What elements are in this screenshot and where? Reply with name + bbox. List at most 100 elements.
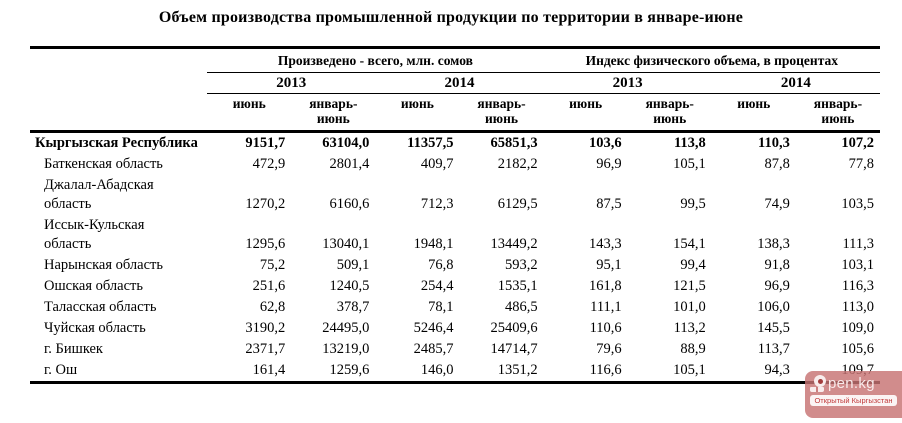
period-header: январь- июнь <box>291 93 376 133</box>
value-cell: 77,8 <box>848 156 874 172</box>
page-title: Объем производства промышленной продукци… <box>158 9 744 26</box>
row-label: Ошская область <box>44 278 143 294</box>
value-cell: 87,5 <box>596 196 622 212</box>
value-cell: 91,8 <box>764 257 790 273</box>
value-cell: 1351,2 <box>459 360 544 384</box>
value-cell: 111,1 <box>590 299 622 315</box>
open-kg-logo-icon <box>810 375 828 393</box>
watermark-caption: Открытый Кыргызстан <box>810 395 897 406</box>
value-cell: 87,8 <box>764 156 790 172</box>
value-cell: 113,8 <box>673 135 706 151</box>
value-cell: 103,1 <box>841 257 874 273</box>
group-header-produced: Произведено - всего, млн. сомов <box>207 46 544 73</box>
empty-cell <box>30 73 207 94</box>
period-header: июнь <box>711 93 796 133</box>
value-cell: 14714,7 <box>490 341 538 357</box>
row-label: Таласская область <box>44 299 157 315</box>
reader-head-dot-icon <box>818 379 823 384</box>
value-cell: 154,1 <box>673 236 706 252</box>
value-cell: 96,9 <box>764 278 790 294</box>
value-cell: 94,3 <box>711 360 796 384</box>
table-row: Таласская область 62,8 378,7 78,1 486,5 … <box>30 297 880 318</box>
value-cell: 79,6 <box>596 341 622 357</box>
value-cell: 63104,0 <box>322 135 370 151</box>
value-cell: 105,1 <box>627 360 712 384</box>
period-header: июнь <box>375 93 460 133</box>
row-label: Джалал-Абадская область <box>44 177 154 212</box>
value-cell: 593,2 <box>504 257 538 273</box>
period-header: январь- июнь <box>627 93 712 133</box>
table-row: Иссык-Кульская область 1295,6 13040,1 19… <box>30 215 880 255</box>
value-cell: 2485,7 <box>413 341 454 357</box>
value-cell: 378,7 <box>336 299 370 315</box>
row-label: г. Ош <box>30 360 208 384</box>
value-cell: 96,9 <box>596 156 622 172</box>
value-cell: 3190,2 <box>245 320 286 336</box>
production-table: Произведено - всего, млн. сомов Индекс ф… <box>30 46 880 384</box>
table-row: Нарынская область 75,2 509,1 76,8 593,2 … <box>30 255 880 276</box>
value-cell: 88,9 <box>680 341 706 357</box>
value-cell: 78,1 <box>428 299 454 315</box>
open-kg-logo: pen.kg <box>805 371 902 393</box>
value-cell: 409,7 <box>420 156 454 172</box>
value-cell: 107,2 <box>841 135 874 151</box>
value-cell: 712,3 <box>420 196 454 212</box>
value-cell: 146,0 <box>375 360 460 384</box>
corner-cell <box>30 46 208 73</box>
value-cell: 11357,5 <box>407 135 454 151</box>
table-row: г. Бишкек 2371,7 13219,0 2485,7 14714,7 … <box>30 339 880 360</box>
value-cell: 113,2 <box>673 320 706 336</box>
year-header: 2014 <box>375 72 544 94</box>
table-row: Джалал-Абадская область 1270,2 6160,6 71… <box>30 175 880 215</box>
value-cell: 116,3 <box>841 278 874 294</box>
year-header: 2014 <box>711 72 880 94</box>
value-cell: 62,8 <box>259 299 286 315</box>
value-cell: 509,1 <box>336 257 370 273</box>
value-cell: 1535,1 <box>497 278 538 294</box>
value-cell: 143,3 <box>589 236 622 252</box>
open-kg-watermark: pen.kg Открытый Кыргызстан <box>805 371 902 418</box>
table-row-republic: Кыргызская Республика 9151,7 63104,0 113… <box>30 132 880 155</box>
value-cell: 121,5 <box>673 278 706 294</box>
value-cell: 2371,7 <box>245 341 286 357</box>
value-cell: 138,3 <box>757 236 790 252</box>
value-cell: 75,2 <box>259 257 286 273</box>
value-cell: 2182,2 <box>497 156 538 172</box>
value-cell: 13219,0 <box>322 341 370 357</box>
value-cell: 6129,5 <box>497 196 538 212</box>
period-header: январь- июнь <box>459 93 544 133</box>
value-cell: 161,8 <box>589 278 622 294</box>
value-cell: 113,0 <box>841 299 874 315</box>
value-cell: 254,4 <box>420 278 454 294</box>
row-label: Кыргызская Республика <box>35 135 198 151</box>
value-cell: 1270,2 <box>245 196 286 212</box>
value-cell: 145,5 <box>757 320 790 336</box>
value-cell: 74,9 <box>764 196 790 212</box>
row-label: Баткенская область <box>44 156 163 172</box>
year-header: 2013 <box>543 72 712 94</box>
value-cell: 110,6 <box>589 320 622 336</box>
row-label: г. Бишкек <box>44 341 103 357</box>
empty-cell <box>30 93 208 133</box>
group-header-index: Индекс физического объема, в процентах <box>543 46 880 73</box>
value-cell: 251,6 <box>252 278 286 294</box>
value-cell: 105,1 <box>673 156 706 172</box>
value-cell: 99,4 <box>680 257 706 273</box>
value-cell: 24495,0 <box>322 320 370 336</box>
value-cell: 13040,1 <box>322 236 370 252</box>
value-cell: 1948,1 <box>413 236 454 252</box>
value-cell: 25409,6 <box>490 320 538 336</box>
table-period-header-row: июнь январь- июнь июнь январь- июнь июнь… <box>30 93 880 133</box>
table-group-header-row: Произведено - всего, млн. сомов Индекс ф… <box>30 46 880 73</box>
value-cell: 101,0 <box>673 299 706 315</box>
row-label: Иссык-Кульская область <box>44 217 145 252</box>
table-row: г. Ош 161,4 1259,6 146,0 1351,2 116,6 10… <box>30 360 880 384</box>
value-cell: 116,6 <box>543 360 628 384</box>
period-header: июнь <box>543 93 628 133</box>
value-cell: 486,5 <box>504 299 538 315</box>
value-cell: 76,8 <box>428 257 454 273</box>
value-cell: 106,0 <box>757 299 790 315</box>
value-cell: 6160,6 <box>329 196 370 212</box>
value-cell: 111,3 <box>842 236 874 252</box>
